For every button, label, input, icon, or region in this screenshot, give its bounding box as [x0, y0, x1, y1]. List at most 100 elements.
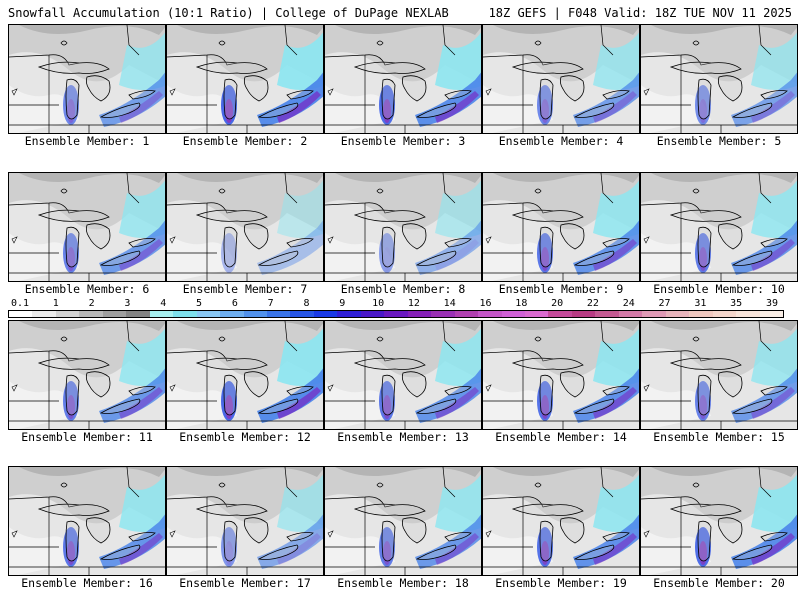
snowfall-map	[9, 25, 165, 133]
colorbar-tick-label: 12	[407, 298, 420, 309]
ensemble-member-label: Ensemble Member: 11	[21, 430, 153, 444]
ensemble-panel	[8, 172, 166, 282]
colorbar-tick-label: 24	[622, 298, 635, 309]
colorbar-swatch	[384, 311, 408, 317]
colorbar-tick-label: 22	[586, 298, 599, 309]
colorbar-swatch	[337, 311, 361, 317]
colorbar-tick-label: 6	[231, 298, 238, 309]
ensemble-panel	[482, 24, 640, 134]
snowfall-map	[483, 173, 639, 281]
ensemble-panel	[482, 466, 640, 576]
colorbar-swatch	[571, 311, 596, 317]
ensemble-panel	[324, 466, 482, 576]
ensemble-member-label: Ensemble Member: 7	[182, 282, 308, 296]
ensemble-panel	[640, 172, 798, 282]
ensemble-member-label: Ensemble Member: 15	[653, 430, 785, 444]
ensemble-member-label: Ensemble Member: 12	[179, 430, 311, 444]
colorbar-swatch	[712, 311, 737, 317]
ensemble-member-label: Ensemble Member: 10	[653, 282, 785, 296]
ensemble-panel	[166, 320, 324, 430]
ensemble-panel	[8, 24, 166, 134]
ensemble-member-label: Ensemble Member: 3	[340, 134, 466, 148]
colorbar-swatch	[360, 311, 385, 317]
colorbar-tick-label: 18	[515, 298, 528, 309]
colorbar-swatch	[55, 311, 80, 317]
ensemble-panel	[8, 320, 166, 430]
colorbar-tick-label: 10	[372, 298, 385, 309]
colorbar-swatch	[665, 311, 690, 317]
colorbar-swatch	[313, 311, 338, 317]
snowfall-map	[9, 173, 165, 281]
ensemble-panel	[8, 466, 166, 576]
colorbar-swatch	[407, 311, 432, 317]
ensemble-panel	[640, 320, 798, 430]
snowfall-map	[483, 25, 639, 133]
ensemble-panel	[324, 320, 482, 430]
colorbar-tick-label: 2	[88, 298, 95, 309]
snowfall-map	[641, 321, 797, 429]
ensemble-member-label: Ensemble Member: 16	[21, 576, 153, 590]
colorbar-swatch	[32, 311, 56, 317]
colorbar-tick-label: 39	[765, 298, 779, 309]
colorbar-labels: 0.1 1 2 3 4 5 6 7 8 9 10 12 14 16 18 20 22 24 27 31 35 39	[8, 298, 784, 310]
header: Snowfall Accumulation (10:1 Ratio) | Col…	[0, 0, 800, 22]
ensemble-member-label: Ensemble Member: 9	[498, 282, 624, 296]
snowfall-map	[641, 25, 797, 133]
ensemble-member-label: Ensemble Member: 6	[24, 282, 150, 296]
ensemble-panel	[324, 24, 482, 134]
colorbar	[8, 310, 784, 318]
ensemble-member-label: Ensemble Member: 2	[182, 134, 308, 148]
snowfall-map	[641, 173, 797, 281]
colorbar-swatch	[618, 311, 643, 317]
colorbar-swatch	[595, 311, 619, 317]
ensemble-member-label: Ensemble Member: 17	[179, 576, 311, 590]
map-title: Snowfall Accumulation (10:1 Ratio) | Col…	[8, 6, 449, 20]
ensemble-panel	[324, 172, 482, 282]
colorbar-swatch	[9, 311, 33, 317]
colorbar-tick-label: 8	[303, 298, 310, 309]
snowfall-map	[167, 467, 323, 575]
colorbar-tick-label: 14	[443, 298, 456, 309]
colorbar-swatch	[102, 311, 127, 317]
colorbar-swatch	[196, 311, 221, 317]
colorbar-tick-label: 0.1	[10, 298, 30, 309]
colorbar-swatch	[524, 311, 549, 317]
snowfall-map	[325, 467, 481, 575]
ensemble-member-label: Ensemble Member: 14	[495, 430, 627, 444]
colorbar-swatch	[501, 311, 525, 317]
ensemble-member-label: Ensemble Member: 4	[498, 134, 624, 148]
colorbar-tick-label: 3	[124, 298, 131, 309]
ensemble-panel	[640, 24, 798, 134]
colorbar-swatch	[642, 311, 666, 317]
colorbar-swatch	[79, 311, 103, 317]
colorbar-swatch	[266, 311, 291, 317]
colorbar-tick-label: 4	[160, 298, 167, 309]
snowfall-map	[325, 321, 481, 429]
ensemble-panel	[640, 466, 798, 576]
colorbar-tick-label: 35	[730, 298, 743, 309]
colorbar-swatch	[243, 311, 267, 317]
run-valid-time: 18Z GEFS | F048 Valid: 18Z TUE NOV 11 20…	[488, 6, 792, 20]
colorbar-swatch	[759, 311, 783, 317]
colorbar-tick-label: 27	[658, 298, 671, 309]
colorbar-swatch	[431, 311, 455, 317]
colorbar-tick-label: 7	[267, 298, 274, 309]
ensemble-panel	[482, 320, 640, 430]
colorbar-swatch	[126, 311, 150, 317]
ensemble-member-label: Ensemble Member: 5	[656, 134, 782, 148]
colorbar-tick-label: 31	[694, 298, 707, 309]
snowfall-map	[167, 321, 323, 429]
ensemble-member-label: Ensemble Member: 20	[653, 576, 785, 590]
colorbar-swatch	[173, 311, 197, 317]
colorbar-tick-label: 16	[479, 298, 492, 309]
colorbar-tick-label: 9	[339, 298, 346, 309]
snowfall-map	[483, 321, 639, 429]
ensemble-member-label: Ensemble Member: 18	[337, 576, 469, 590]
colorbar-swatch	[290, 311, 314, 317]
snowfall-map	[9, 467, 165, 575]
colorbar-swatch	[478, 311, 502, 317]
colorbar-tick-label: 1	[52, 298, 59, 309]
snowfall-map	[641, 467, 797, 575]
colorbar-tick-label: 20	[551, 298, 564, 309]
colorbar-swatch	[220, 311, 244, 317]
